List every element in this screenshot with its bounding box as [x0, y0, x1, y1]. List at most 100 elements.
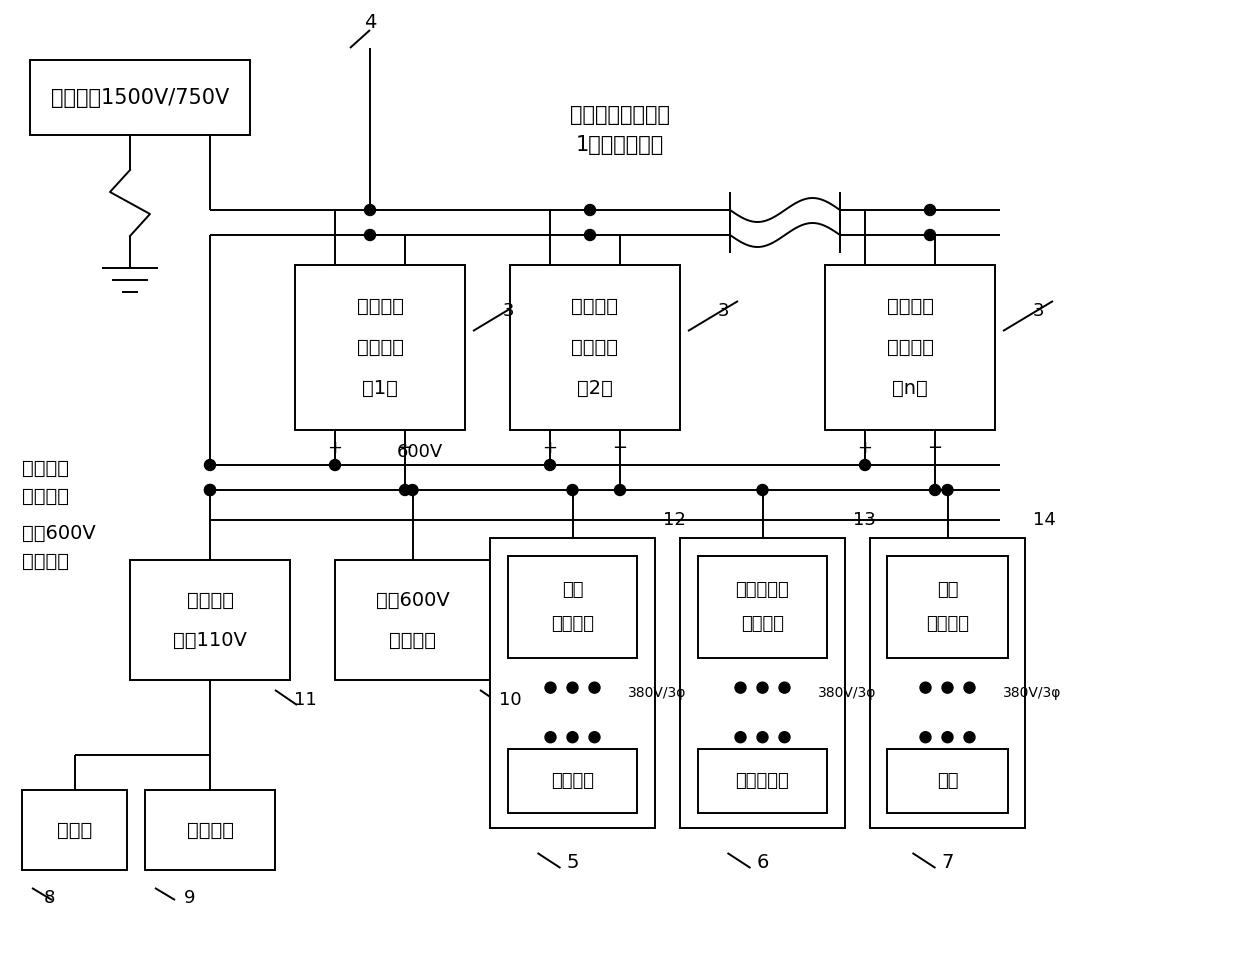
Circle shape [942, 682, 954, 693]
Bar [295, 265, 465, 430]
Circle shape [544, 460, 556, 470]
Bar [887, 556, 1008, 657]
Bar [698, 556, 827, 657]
Text: 直流辅助: 直流辅助 [572, 297, 619, 316]
Text: +: + [858, 439, 873, 457]
Text: 9: 9 [185, 889, 196, 907]
Text: 逆变电源: 逆变电源 [742, 615, 784, 633]
Text: 电源装置: 电源装置 [572, 338, 619, 357]
Circle shape [205, 460, 216, 470]
Text: 空气压缩机: 空气压缩机 [735, 581, 790, 599]
Bar [508, 556, 637, 657]
Text: 直流600V: 直流600V [376, 590, 449, 610]
Circle shape [859, 460, 870, 470]
Text: 负载回路: 负载回路 [22, 552, 69, 570]
Text: 电源装置: 电源装置 [887, 338, 934, 357]
Circle shape [589, 732, 600, 742]
Bar [698, 749, 827, 813]
Text: 4: 4 [363, 13, 376, 32]
Circle shape [920, 682, 931, 693]
Text: 电加热器: 电加热器 [389, 630, 436, 650]
Bar [870, 538, 1025, 828]
Text: 380V/3φ: 380V/3φ [1002, 685, 1061, 700]
Text: 12: 12 [663, 511, 686, 529]
Text: 第2台: 第2台 [577, 379, 613, 398]
Text: 网压电源1500V/750V: 网压电源1500V/750V [51, 87, 229, 107]
Text: 风机: 风机 [936, 581, 959, 599]
Text: 电源装置: 电源装置 [357, 338, 403, 357]
Bar [130, 560, 290, 680]
Circle shape [756, 485, 768, 496]
Text: 8: 8 [43, 889, 56, 907]
Text: 第1台: 第1台 [362, 379, 398, 398]
Bar [680, 538, 844, 828]
Circle shape [756, 682, 768, 693]
Circle shape [779, 682, 790, 693]
Bar [887, 749, 1008, 813]
Bar [510, 265, 680, 430]
Bar [825, 265, 994, 430]
Text: 直流辅助: 直流辅助 [887, 297, 934, 316]
Text: 10: 10 [498, 691, 521, 709]
Text: +: + [327, 439, 342, 457]
Circle shape [930, 485, 940, 496]
Text: −: − [928, 439, 942, 457]
Circle shape [756, 732, 768, 742]
Circle shape [963, 682, 975, 693]
Text: 供电回路: 供电回路 [22, 487, 69, 505]
Text: 380V/3φ: 380V/3φ [817, 685, 875, 700]
Circle shape [920, 732, 931, 742]
Circle shape [942, 485, 954, 496]
Circle shape [407, 485, 418, 496]
Bar [508, 749, 637, 813]
Bar [490, 538, 655, 828]
Circle shape [963, 732, 975, 742]
Text: 直流600V: 直流600V [22, 524, 95, 542]
Circle shape [330, 460, 341, 470]
Text: 逆变电源: 逆变电源 [926, 615, 968, 633]
Circle shape [735, 732, 746, 742]
Text: 风机: 风机 [936, 772, 959, 790]
Bar [22, 790, 126, 870]
Text: 照明设备: 照明设备 [186, 821, 233, 839]
Circle shape [584, 204, 595, 216]
Text: 空气压缩机: 空气压缩机 [735, 772, 790, 790]
Text: 600V: 600V [397, 443, 443, 461]
Text: 模块110V: 模块110V [174, 630, 247, 650]
Bar [30, 60, 250, 135]
Circle shape [589, 682, 600, 693]
Circle shape [205, 485, 216, 496]
Circle shape [925, 204, 935, 216]
Text: 7: 7 [941, 854, 954, 872]
Text: 14: 14 [1033, 511, 1056, 529]
Circle shape [546, 682, 556, 693]
Circle shape [546, 732, 556, 742]
Text: 3: 3 [717, 302, 729, 320]
Text: 空调: 空调 [562, 581, 583, 599]
Circle shape [205, 485, 216, 496]
Text: 第n台: 第n台 [892, 379, 928, 398]
Text: 13: 13 [853, 511, 875, 529]
Circle shape [567, 682, 578, 693]
Text: 直流辅助电源装置: 直流辅助电源装置 [570, 105, 670, 125]
Text: 空调机组: 空调机组 [551, 772, 594, 790]
Bar [145, 790, 275, 870]
Circle shape [365, 229, 376, 240]
Text: 直流辅助: 直流辅助 [22, 459, 69, 477]
Circle shape [942, 732, 954, 742]
Text: 蓄电池: 蓄电池 [57, 821, 92, 839]
Bar [335, 560, 490, 680]
Text: 逆变电源: 逆变电源 [551, 615, 594, 633]
Text: −: − [613, 439, 627, 457]
Text: 11: 11 [294, 691, 316, 709]
Circle shape [399, 485, 410, 496]
Text: 3: 3 [502, 302, 513, 320]
Circle shape [925, 229, 935, 240]
Text: 电源转换: 电源转换 [186, 590, 233, 610]
Circle shape [735, 682, 746, 693]
Circle shape [567, 485, 578, 496]
Text: +: + [543, 439, 558, 457]
Text: 3: 3 [1032, 302, 1044, 320]
Circle shape [365, 204, 376, 216]
Circle shape [567, 732, 578, 742]
